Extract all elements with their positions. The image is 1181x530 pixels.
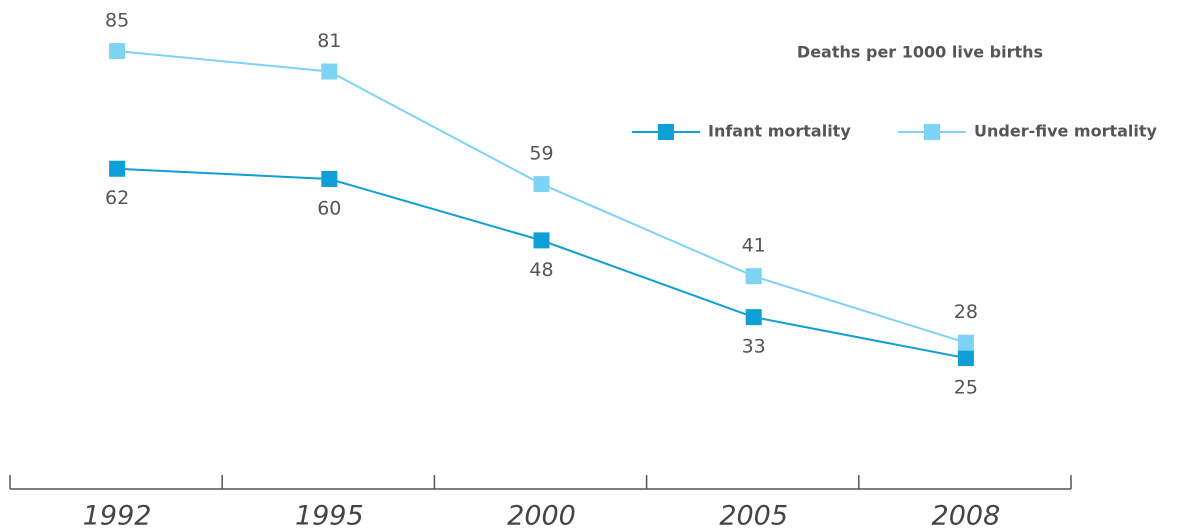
x-tick-label: 2000	[507, 501, 576, 530]
data-label: 85	[105, 10, 129, 32]
data-label: 41	[742, 235, 766, 257]
x-tick-label: 2005	[719, 501, 788, 530]
legend-label: Infant mortality	[708, 122, 851, 141]
data-label: 62	[105, 187, 129, 209]
point-marker	[109, 43, 126, 60]
point-marker	[957, 350, 974, 367]
x-tick-label: 1992	[83, 501, 152, 530]
x-tick-label: 2008	[932, 501, 1001, 530]
point-marker	[957, 334, 974, 351]
legend-marker	[924, 124, 940, 140]
data-label: 48	[529, 259, 553, 281]
data-label: 28	[954, 301, 978, 323]
x-tick-label: 1995	[295, 501, 364, 530]
point-marker	[745, 309, 762, 326]
chart-annotation: Deaths per 1000 live births	[797, 43, 1043, 62]
point-marker	[321, 63, 338, 80]
legend-marker	[658, 124, 674, 140]
series-line	[117, 50, 967, 344]
point-marker	[533, 232, 550, 249]
legend-label: Under-five mortality	[974, 122, 1158, 141]
data-label: 81	[317, 30, 341, 52]
data-label: 60	[317, 197, 341, 219]
data-label: 33	[742, 336, 766, 358]
point-marker	[533, 176, 550, 193]
data-label: 59	[529, 143, 553, 165]
point-marker	[321, 170, 338, 187]
data-label: 25	[954, 377, 978, 399]
point-marker	[745, 268, 762, 285]
point-marker	[109, 160, 126, 177]
